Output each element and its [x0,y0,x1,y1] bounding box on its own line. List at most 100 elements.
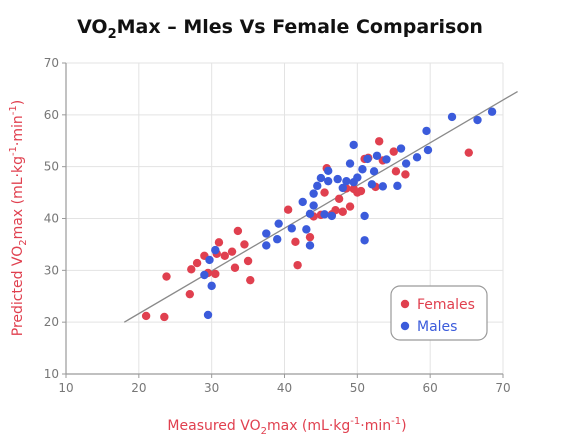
y-tick-label: 70 [44,56,59,70]
data-point-females [356,186,366,196]
x-axis-label: Measured VO2max (mL·kg-1·min-1) [167,416,406,437]
data-point-females [374,137,384,146]
data-point-females [401,170,410,179]
data-point-males [273,235,282,244]
data-point-males [473,115,482,125]
x-tick-label: 20 [131,381,146,395]
data-point-males [324,176,333,186]
data-points [141,107,497,322]
data-point-females [283,205,293,214]
data-point-males [313,181,322,191]
data-point-females [345,202,355,211]
data-point-males [412,153,422,162]
data-point-males [360,236,369,245]
data-point-males [287,224,296,233]
x-tick-label: 50 [350,381,365,395]
x-tick-label: 60 [423,381,438,395]
legend-marker-males [400,321,410,331]
data-point-males [338,183,347,193]
data-point-males [487,107,497,116]
data-point-males [200,270,209,280]
data-point-males [316,173,326,183]
data-point-males [423,145,433,155]
data-point-males [393,181,402,191]
data-point-females [389,147,398,156]
axes [62,62,504,378]
data-point-females [227,247,237,256]
data-point-males [396,144,406,153]
data-point-males [305,209,315,219]
legend-marker-females [400,299,410,309]
data-point-males [333,174,342,184]
x-tick-label: 70 [495,381,510,395]
data-point-females [192,258,202,268]
data-point-males [345,159,355,168]
legend: Females Males [390,285,488,341]
y-tick-label: 40 [44,212,59,226]
data-point-females [214,238,224,247]
data-point-females [293,260,302,270]
data-point-males [309,189,318,198]
data-point-females [320,188,329,197]
data-point-females [233,226,243,236]
data-point-females [185,289,195,299]
data-point-males [305,241,315,250]
data-point-females [240,240,249,249]
x-tick-label: 10 [58,381,73,395]
data-point-males [342,176,351,186]
data-point-males [211,245,220,255]
data-point-males [320,210,329,219]
legend-label-females: Females [417,297,475,313]
data-point-males [353,173,362,182]
chart-title: VO2Max – Mles Vs Female Comparison [77,16,483,42]
data-point-males [207,281,216,291]
data-point-males [447,112,457,122]
y-tick-label: 60 [44,108,59,122]
data-point-males [367,180,377,189]
data-point-females [338,207,347,216]
data-point-males [360,211,369,221]
data-point-males [274,219,283,228]
y-tick-label: 20 [44,315,59,329]
data-point-females [211,269,220,279]
data-point-males [378,182,388,191]
data-point-males [358,165,367,174]
y-axis-label: Predicted VO2max (mL·kg-1·min-1) [8,100,29,337]
data-point-females [243,256,253,266]
data-point-females [160,312,169,322]
data-point-females [334,194,344,204]
data-point-males [262,241,271,250]
trendline [123,90,518,323]
data-point-males [422,126,431,136]
data-point-males [298,197,307,207]
data-point-males [205,255,214,265]
data-point-males [369,167,379,176]
data-point-females [220,251,229,261]
legend-box [390,285,488,341]
data-point-males [349,140,358,150]
data-point-males [363,154,372,164]
data-point-females [187,265,196,274]
data-point-males [327,211,337,221]
data-point-females [141,311,151,321]
x-tick-label: 40 [277,381,292,395]
data-point-males [372,151,382,160]
y-tick-label: 30 [44,263,59,277]
legend-label-males: Males [417,319,457,335]
data-point-males [203,310,213,320]
data-point-females [162,272,171,281]
data-point-females [391,167,401,176]
data-point-males [382,155,391,164]
y-tick-label: 50 [44,160,59,174]
data-point-males [324,166,333,176]
tick-labels: 10 20 30 40 50 60 70 10 20 30 40 50 60 70 [44,56,511,395]
data-point-females [305,232,315,242]
y-tick-label: 10 [44,367,59,381]
data-point-males [302,225,311,234]
data-point-females [230,263,240,272]
x-tick-label: 30 [204,381,219,395]
data-point-females [464,148,473,157]
data-point-females [291,237,300,247]
